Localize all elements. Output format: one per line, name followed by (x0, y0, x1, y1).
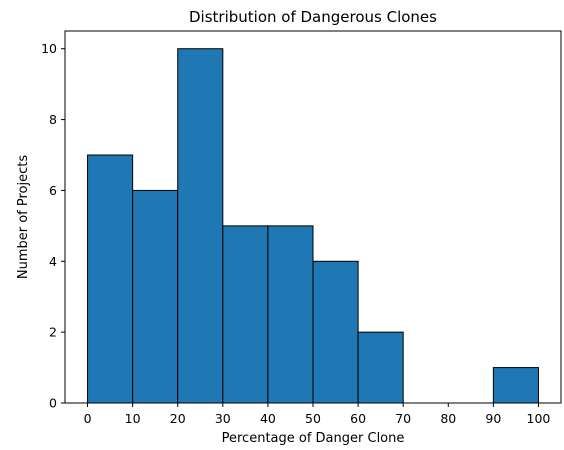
x-tick-label: 60 (350, 411, 366, 426)
x-tick-label: 20 (170, 411, 186, 426)
x-tick-label: 10 (125, 411, 141, 426)
y-tick-label: 8 (49, 112, 57, 127)
x-tick-label: 30 (215, 411, 231, 426)
histogram-bar-40-50 (267, 225, 314, 404)
y-tick-label: 0 (49, 396, 57, 411)
histogram-bar-30-40 (222, 225, 269, 404)
x-tick-label: 70 (395, 411, 411, 426)
histogram-bar-50-60 (312, 260, 359, 404)
y-tick-label: 6 (49, 183, 57, 198)
y-ticks: 0 2 4 6 8 10 (41, 41, 65, 411)
histogram-bar-0-10 (87, 154, 134, 404)
y-tick-label: 10 (41, 41, 57, 56)
x-tick-label: 50 (305, 411, 321, 426)
x-ticks: 0 10 20 30 40 50 60 70 80 90 100 (84, 403, 551, 426)
x-tick-label: 100 (527, 411, 551, 426)
y-tick-label: 4 (49, 254, 57, 269)
x-tick-label: 90 (485, 411, 501, 426)
x-tick-label: 0 (84, 411, 92, 426)
bars-layer (87, 48, 539, 404)
x-tick-label: 80 (440, 411, 456, 426)
chart-title: Distribution of Dangerous Clones (189, 8, 437, 26)
y-axis-label: Number of Projects (16, 155, 31, 279)
x-tick-label: 40 (260, 411, 276, 426)
histogram-bar-90-100 (492, 367, 539, 404)
histogram-bar-10-20 (132, 189, 179, 404)
histogram-bar-60-70 (357, 331, 404, 404)
x-axis-label: Percentage of Danger Clone (222, 431, 405, 446)
histogram-bar-20-30 (177, 48, 224, 404)
y-tick-label: 2 (49, 325, 57, 340)
